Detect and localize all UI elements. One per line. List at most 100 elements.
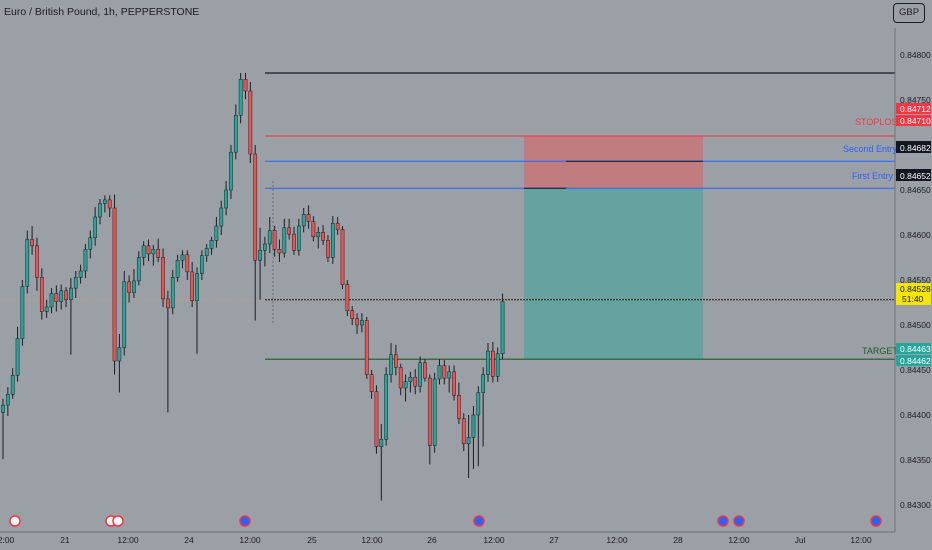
candle-body [471,414,476,438]
candle-body [25,239,30,287]
candle-body [112,207,117,362]
candle-body [64,290,68,301]
candle-body [321,232,325,241]
current-price: 0.84528 [900,284,931,294]
time-tick-label: 21 [60,535,70,545]
candle-body [180,254,185,261]
price-tick-label: 0.84450 [900,365,931,375]
target-price-b: 0.84462 [900,356,931,366]
event-flag-icon[interactable] [473,515,485,527]
target-label: TARGET [862,346,898,356]
candle-body [427,377,432,446]
time-tick-label: 27 [549,535,559,545]
candle-body [73,277,78,289]
candle-body [272,230,277,250]
candle-body [93,216,98,238]
profit-zone [524,188,703,360]
event-flag-icon[interactable] [9,515,21,527]
stoploss-tag-b [896,115,931,126]
price-tick-label: 0.84550 [900,275,931,285]
candle-body [258,250,262,261]
second-entry-label: Second Entry [843,144,898,154]
candle-body [141,245,146,258]
time-tick-label: 26 [427,535,437,545]
candle-body [442,365,447,379]
countdown: 51:40 [902,294,924,304]
candle-body [243,79,248,92]
price-tick-label: 0.84600 [900,230,931,240]
second-entry-tag [896,141,931,153]
candle-body [340,229,345,285]
position-zones [524,136,703,360]
candle-body [195,273,199,301]
candle-body [122,281,127,348]
time-tick-label: 12:00 [483,535,505,545]
candle-body [394,354,398,368]
candle-body [437,365,442,380]
candle-body [238,79,243,116]
candle-body [457,394,461,419]
time-axis[interactable]: 2:00 21 12:00 24 12:00 25 12:00 26 12:00 27 12:00 2… [0,535,872,545]
candle-body [326,240,330,258]
candle-body [335,223,340,230]
event-flag-icon[interactable] [717,515,729,527]
candle-body [156,249,161,258]
candle-body [204,248,209,256]
candle-body [253,153,258,261]
stoploss-price-a: 0.84712 [900,104,931,114]
candle-body [495,353,500,377]
candle-body [360,320,364,326]
event-flag-icon[interactable] [112,515,124,527]
price-tick-label: 0.84300 [900,500,931,510]
candle-body [447,371,452,379]
first-entry-price: 0.84652 [900,171,931,181]
event-icons[interactable] [9,515,882,527]
time-tick-label: 12:00 [606,535,628,545]
target-tag-a [896,343,931,354]
candle-body [136,257,141,282]
event-flag-icon[interactable] [870,515,882,527]
candle-body [30,239,34,247]
candle-body [185,254,190,273]
candle-body [500,301,505,355]
candle-body [345,284,350,311]
candle-body [350,310,355,319]
candle-body [39,277,44,312]
candle-body [161,257,165,300]
candles-layer [1,73,505,501]
levels-layer [0,72,895,360]
candle-body [452,371,456,396]
candle-body [389,354,393,375]
candle-body [190,271,195,301]
candle-body [98,203,102,218]
time-tick-label: 28 [673,535,683,545]
candle-body [59,290,64,302]
currency-button[interactable]: GBP [893,3,925,23]
candle-body [219,207,224,227]
loss-zone [524,136,703,189]
candle-body [461,418,466,445]
time-tick-label: 24 [184,535,194,545]
candle-body [263,243,267,251]
candle-body [20,286,25,339]
stoploss-tag-a [896,103,931,114]
candle-body [355,318,359,326]
time-tick-label: 12:00 [239,535,261,545]
time-tick-label: 12:00 [117,535,139,545]
candle-body [413,376,418,387]
candle-body [418,362,422,387]
first-entry-label: First Entry [852,171,894,181]
candle-body [49,293,54,308]
event-flag-icon[interactable] [239,515,251,527]
candle-body [117,347,122,362]
candle-body [481,374,485,393]
candle-body [369,374,374,392]
candle-body [466,437,471,445]
event-flag-icon[interactable] [733,515,745,527]
candle-body [166,298,170,309]
price-tick-label: 0.84400 [900,410,931,420]
second-entry-price: 0.84682 [900,143,931,153]
candle-body [151,249,156,255]
